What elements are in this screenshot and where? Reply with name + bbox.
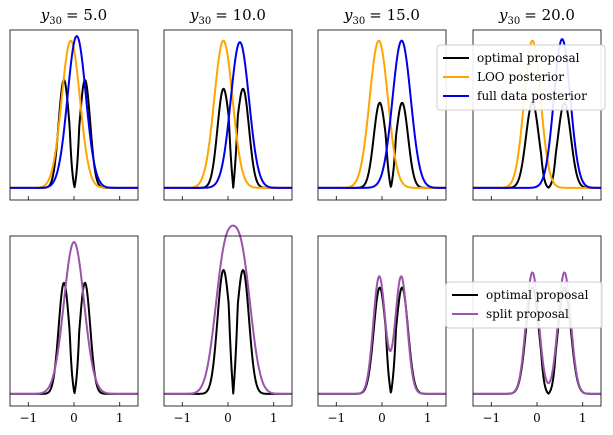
panel-r1-c2 [163, 29, 293, 201]
panel-r2-c1: −1 0 1 [9, 235, 139, 425]
series-full-data-posterior [163, 41, 293, 189]
x-tick-label: 1 [116, 411, 124, 425]
column-title: y30 = 10.0 [189, 6, 266, 27]
column-title: y30 = 20.0 [498, 6, 575, 27]
panel-r2-c4: −1 0 1 [472, 235, 602, 425]
legend-label: full data posterior [477, 89, 587, 103]
panel-frame [9, 235, 139, 407]
x-tick-label: 1 [270, 411, 278, 425]
legend-frame [436, 44, 606, 111]
x-tick-label: 1 [424, 411, 432, 425]
series-split-proposal [9, 241, 139, 395]
x-tick-label: −1 [173, 411, 191, 425]
panel-frame [317, 235, 447, 407]
x-tick-label: −1 [19, 411, 37, 425]
x-tick-label: 0 [378, 411, 386, 425]
panel-r2-c3: −1 0 1 [317, 235, 447, 425]
legend-bottom: optimal proposal split proposal [445, 281, 603, 329]
legend-label: LOO posterior [477, 70, 564, 84]
x-tick-label: −1 [327, 411, 345, 425]
panel-r1-c1 [9, 29, 139, 201]
legend-top: optimal proposal LOO posterior full data p… [436, 44, 606, 111]
legend-label: optimal proposal [486, 288, 589, 302]
series-split-proposal [163, 224, 293, 395]
x-tick-label: 0 [70, 411, 78, 425]
series-loo-posterior [9, 39, 139, 189]
x-tick-label: −1 [482, 411, 500, 425]
panel-r2-c2: −1 0 1 [163, 224, 293, 425]
series-full-data-posterior [472, 38, 602, 189]
legend-label: optimal proposal [477, 51, 580, 65]
series-optimal-proposal [9, 281, 139, 395]
series-full-data-posterior [9, 35, 139, 189]
panel-frame [163, 235, 293, 407]
legend-frame [445, 281, 603, 329]
series-split-proposal [317, 275, 447, 395]
panel-r1-c3 [317, 29, 447, 201]
x-tick-label: 0 [533, 411, 541, 425]
series-optimal-proposal [9, 79, 139, 189]
series-optimal-proposal [163, 269, 293, 395]
series-full-data-posterior [317, 39, 447, 189]
column-titles: y30 = 5.0 y30 = 10.0 y30 = 15.0 y30 = 20.0 [40, 6, 575, 27]
panels-group: −1 0 1 −1 0 1 −1 0 1 −1 0 1 [9, 29, 602, 425]
x-tick-label: 1 [579, 411, 587, 425]
legend-label: split proposal [486, 307, 569, 321]
series-optimal-proposal [472, 101, 602, 189]
series-optimal-proposal [317, 286, 447, 395]
series-optimal-proposal [163, 87, 293, 189]
column-title: y30 = 5.0 [40, 6, 107, 27]
column-title: y30 = 15.0 [343, 6, 420, 27]
x-tick-label: 0 [224, 411, 232, 425]
